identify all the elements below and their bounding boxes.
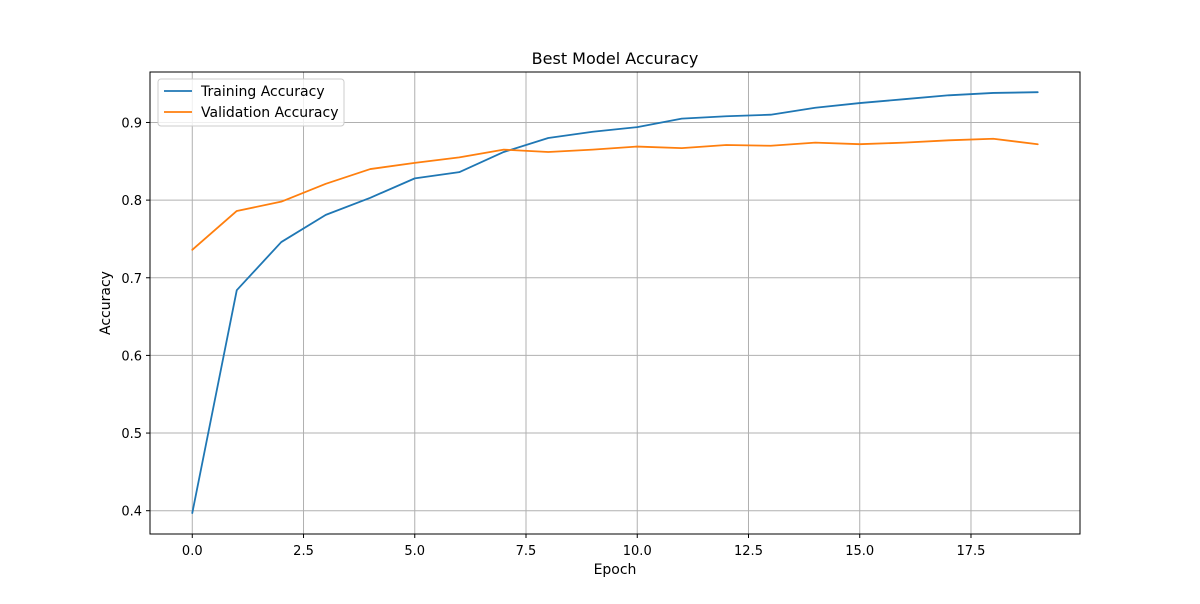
x-tick-label: 12.5 — [734, 544, 763, 559]
series-line-training — [191, 91, 1039, 514]
y-tick-label: 0.5 — [121, 427, 142, 442]
plot-frame — [149, 71, 1081, 535]
series-lines — [191, 91, 1039, 514]
legend: Training Accuracy Validation Accuracy — [157, 78, 345, 127]
x-tick-label: 15.0 — [845, 544, 874, 559]
legend-label: Validation Accuracy — [201, 105, 339, 121]
x-axis-label: Epoch — [594, 562, 637, 578]
x-tick-label: 5.0 — [404, 544, 425, 559]
x-tick-label: 2.5 — [293, 544, 314, 559]
y-tick-label: 0.8 — [121, 194, 142, 209]
x-tick-label: 7.5 — [516, 544, 537, 559]
series-line-validation — [191, 137, 1039, 251]
axis-ticks: 0.0 2.5 5.0 7.5 10.0 12.5 15.0 17.5 0.4 0.5 0.6 0.7… — [121, 116, 985, 559]
chart-title: Best Model Accuracy — [532, 49, 699, 68]
y-axis-label: Accuracy — [98, 271, 114, 335]
x-tick-label: 0.0 — [182, 544, 203, 559]
y-tick-label: 0.6 — [121, 349, 142, 364]
grid-lines — [150, 72, 1080, 534]
x-tick-label: 17.5 — [957, 544, 986, 559]
legend-label: Training Accuracy — [200, 84, 325, 100]
y-tick-label: 0.4 — [121, 505, 142, 520]
y-tick-label: 0.9 — [121, 116, 142, 131]
x-tick-label: 10.0 — [623, 544, 652, 559]
legend-box — [157, 78, 345, 127]
y-tick-label: 0.7 — [121, 272, 142, 287]
